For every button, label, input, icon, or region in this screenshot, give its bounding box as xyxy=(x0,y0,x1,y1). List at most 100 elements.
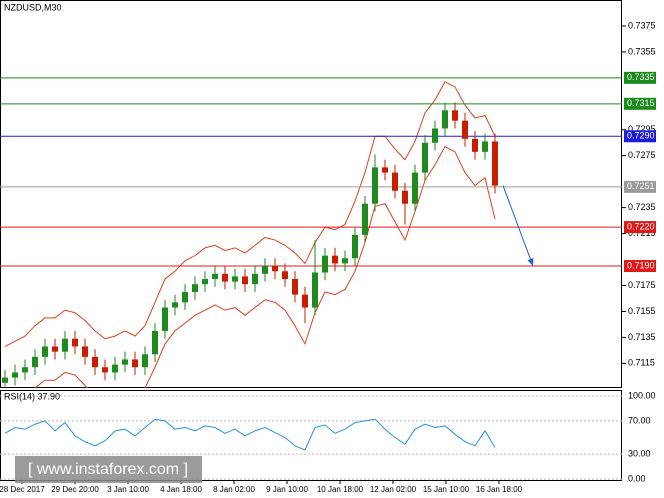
main-panel xyxy=(0,77,622,388)
candle-body xyxy=(332,255,338,264)
candle-body xyxy=(102,367,108,373)
rsi-line xyxy=(4,418,496,451)
candle-body xyxy=(412,172,418,204)
candle-body xyxy=(452,110,458,121)
candle-body xyxy=(82,346,88,357)
rsi-tick-label: 70.00 xyxy=(628,415,651,425)
y-tick-label: 0.7375 xyxy=(628,20,656,30)
candle-body xyxy=(362,203,368,235)
candle-body xyxy=(112,364,118,373)
candle-body xyxy=(122,359,128,365)
y-tick-label: 0.7295 xyxy=(628,124,656,134)
candle-body xyxy=(342,258,348,264)
candle-body xyxy=(322,255,328,273)
candle-body xyxy=(462,120,468,139)
y-tick-label: 0.7275 xyxy=(628,150,656,160)
main-panel-frame xyxy=(0,0,622,388)
x-tick-label: 8 Jan 02:00 xyxy=(213,485,255,494)
level-label-box xyxy=(624,130,656,143)
candle-body xyxy=(352,234,358,259)
rsi-tick-label: 30.00 xyxy=(628,448,651,458)
y-tick-label: 0.7115 xyxy=(628,358,655,368)
candle-body xyxy=(402,190,408,204)
candle-body xyxy=(162,307,168,331)
level-label: 0.7315 xyxy=(627,98,655,108)
watermark-box xyxy=(15,456,202,483)
candle-body xyxy=(12,372,18,378)
x-tick-label: 29 Dec 20:00 xyxy=(51,485,99,494)
watermark: [ www.instaforex.com ] xyxy=(28,461,188,478)
candle-body xyxy=(432,128,438,143)
candle-body xyxy=(152,330,158,355)
candle-body xyxy=(132,359,138,368)
candle-body xyxy=(382,167,388,173)
candle-body xyxy=(52,346,58,352)
candle-body xyxy=(422,142,428,173)
candle-body xyxy=(442,110,448,129)
rsi-title: RSI(14) 37.90 xyxy=(4,391,60,401)
level-label-box xyxy=(624,97,656,110)
candle-body xyxy=(302,294,308,308)
candle-body xyxy=(212,273,218,279)
x-tick-label: 3 Jan 10:00 xyxy=(107,485,149,494)
candle-body xyxy=(262,266,268,274)
rsi-panel-frame xyxy=(0,390,622,481)
level-label-box xyxy=(624,71,656,84)
candle-body xyxy=(182,291,188,303)
candle-body xyxy=(252,273,258,285)
candle-body xyxy=(62,338,68,352)
level-label: 0.7190 xyxy=(627,260,655,270)
candle-body xyxy=(22,367,28,373)
candle-body xyxy=(292,278,298,295)
candle-body xyxy=(472,138,478,152)
level-label: 0.7220 xyxy=(627,221,655,231)
x-tick-label: 12 Jan 02:00 xyxy=(370,485,417,494)
chart-title: NZDUSD,M30 xyxy=(4,2,62,12)
candle-body xyxy=(92,356,98,368)
candle-body xyxy=(2,377,8,383)
forecast-arrow-head xyxy=(527,258,534,267)
candle-body xyxy=(482,141,488,152)
level-label: 0.7251 xyxy=(627,181,655,191)
level-label: 0.7335 xyxy=(627,72,655,82)
rsi-panel xyxy=(0,395,622,480)
y-tick-label: 0.7175 xyxy=(628,280,656,290)
forecast-arrow xyxy=(502,185,534,267)
candle-body xyxy=(222,273,228,282)
candle-body xyxy=(42,346,48,357)
rsi-tick-label: 0.00 xyxy=(628,473,646,483)
bollinger-lower xyxy=(34,145,496,388)
candle-body xyxy=(32,356,38,368)
candle-body xyxy=(202,278,208,285)
candle-body xyxy=(232,276,238,282)
x-tick-label: 4 Jan 18:00 xyxy=(160,485,202,494)
level-label-box xyxy=(624,260,656,273)
axes: 0.73750.73550.72950.72750.72350.72150.71… xyxy=(0,20,656,494)
candle-body xyxy=(172,302,178,308)
rsi-tick-label: 100.00 xyxy=(628,390,656,400)
candle-body xyxy=(272,266,278,272)
y-tick-label: 0.7235 xyxy=(628,202,656,212)
y-tick-label: 0.7355 xyxy=(628,46,656,56)
x-tick-label: 28 Dec 2017 xyxy=(0,485,45,494)
candle-body xyxy=(142,354,148,368)
x-tick-label: 16 Jan 18:00 xyxy=(476,485,523,494)
x-tick-label: 10 Jan 18:00 xyxy=(317,485,364,494)
candle-body xyxy=(242,276,248,285)
candle-body xyxy=(72,338,78,347)
y-tick-label: 0.7155 xyxy=(628,306,656,316)
candle-body xyxy=(312,272,318,308)
candle-body xyxy=(192,284,198,292)
x-tick-label: 15 Jan 10:00 xyxy=(423,485,470,494)
x-tick-label: 9 Jan 10:00 xyxy=(266,485,308,494)
level-label-box xyxy=(624,180,656,193)
candle-body xyxy=(282,271,288,279)
candle-body xyxy=(372,167,378,204)
candle-body xyxy=(392,172,398,191)
level-label-box xyxy=(624,221,656,234)
level-label: 0.7290 xyxy=(627,131,655,141)
bollinger-upper xyxy=(4,81,496,347)
y-tick-label: 0.7135 xyxy=(628,332,656,342)
